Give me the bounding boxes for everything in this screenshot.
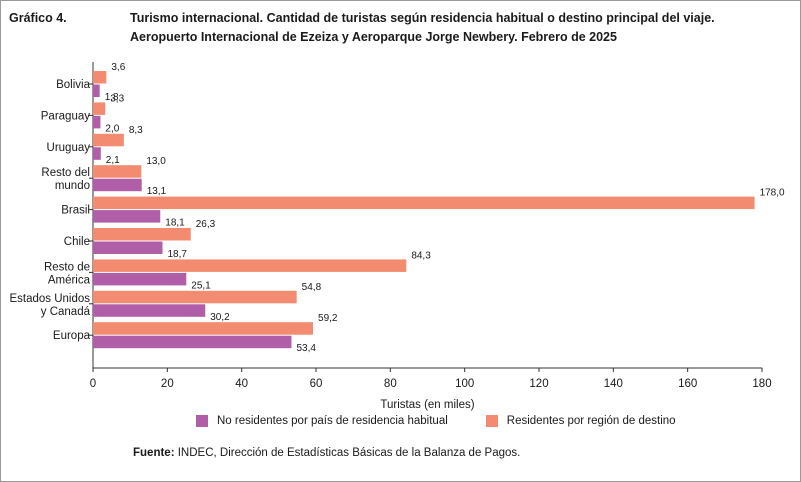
category-label-paraguay: Paraguay (41, 110, 90, 122)
category-label-line: Resto de (44, 261, 90, 273)
bar-no-residentes-resto-del-mundo (93, 178, 142, 192)
data-label-no-residentes-brasil: 18,1 (165, 218, 185, 229)
legend-label-no-residentes: No residentes por país de residencia hab… (217, 415, 448, 427)
x-tick-label: 0 (90, 378, 96, 390)
data-label-no-residentes-chile: 18,7 (168, 249, 188, 260)
data-label-residentes-estados-unidos-y-canadá: 54,8 (302, 282, 322, 293)
source-label: Fuente: (133, 447, 175, 459)
bar-no-residentes-resto-de-américa (93, 272, 187, 286)
source-note: Fuente: INDEC, Dirección de Estadísticas… (133, 447, 520, 459)
x-axis-title: Turistas (en miles) (380, 399, 474, 411)
data-label-residentes-uruguay: 8,3 (129, 125, 143, 136)
data-label-residentes-europa: 59,2 (318, 313, 338, 324)
category-label-uruguay: Uruguay (47, 142, 91, 154)
data-label-residentes-chile: 26,3 (196, 219, 216, 230)
legend-item-no-residentes: No residentes por país de residencia hab… (196, 415, 448, 427)
bar-no-residentes-chile (93, 241, 163, 254)
data-label-residentes-paraguay: 3,3 (110, 93, 124, 104)
bar-no-residentes-paraguay (93, 115, 101, 129)
data-label-no-residentes-resto-de-américa: 25,1 (191, 280, 211, 291)
chart-title-line-1: Turismo internacional. Cantidad de turis… (130, 11, 715, 25)
bar-no-residentes-uruguay (93, 147, 101, 160)
category-label-line: y Canadá (41, 306, 91, 318)
bar-residentes-chile (93, 228, 191, 241)
bar-no-residentes-estados-unidos-y-canadá (93, 304, 206, 317)
category-label-resto-del-mundo: Resto del mundo (41, 167, 90, 192)
category-label-line: América (48, 274, 91, 286)
bar-residentes-resto-de-américa (93, 259, 407, 272)
legend-swatch-residentes (485, 415, 498, 427)
bar-residentes-estados-unidos-y-canadá (93, 290, 297, 304)
bar-residentes-bolivia (93, 71, 107, 84)
bar-no-residentes-bolivia (93, 84, 100, 97)
legend-swatch-no-residentes (196, 415, 208, 427)
x-tick-label: 180 (752, 378, 771, 390)
data-label-no-residentes-paraguay: 2,0 (105, 123, 119, 134)
category-label-line: mundo (55, 180, 90, 192)
legend-item-residentes: Residentes por región de destino (485, 415, 676, 427)
data-label-no-residentes-bolivia: 1,8 (105, 92, 119, 103)
bar-residentes-uruguay (93, 133, 124, 147)
category-label-europa: Europa (53, 330, 91, 342)
bar-residentes-brasil (93, 196, 755, 210)
x-tick-label: 160 (678, 378, 697, 390)
bar-no-residentes-europa (93, 335, 292, 349)
category-label-line: Estados Unidos (9, 293, 90, 305)
data-label-residentes-bolivia: 3,6 (111, 62, 125, 73)
bar-residentes-resto-del-mundo (93, 165, 142, 178)
data-label-no-residentes-resto-del-mundo: 13,1 (147, 186, 167, 197)
figure-label: Gráfico 4. (9, 11, 67, 25)
data-label-residentes-brasil: 178,0 (760, 188, 785, 199)
x-tick-label: 80 (384, 378, 397, 390)
chart-legend: No residentes por país de residencia hab… (196, 415, 714, 427)
legend-label-residentes: Residentes por región de destino (506, 415, 676, 427)
data-label-no-residentes-uruguay: 2,1 (106, 155, 120, 166)
category-label-brasil: Brasil (61, 205, 90, 217)
data-label-residentes-resto-de-américa: 84,3 (411, 250, 431, 261)
data-label-residentes-resto-del-mundo: 13,0 (146, 156, 166, 167)
chart-title-line-2: Aeropuerto Internacional de Ezeiza y Aer… (130, 30, 617, 44)
data-label-no-residentes-estados-unidos-y-canadá: 30,2 (210, 312, 230, 323)
bar-no-residentes-brasil (93, 210, 161, 223)
x-tick-label: 40 (235, 378, 248, 390)
data-label-no-residentes-europa: 53,4 (296, 343, 316, 354)
bar-residentes-europa (93, 322, 314, 335)
category-label-estados-unidos-y-canadá: Estados Unidos y Canadá (9, 293, 90, 318)
x-tick-label: 20 (161, 378, 174, 390)
bar-residentes-paraguay (93, 102, 106, 115)
x-tick-label: 140 (604, 378, 623, 390)
x-tick-label: 120 (529, 378, 548, 390)
category-label-bolivia: Bolivia (56, 79, 90, 91)
x-tick-label: 100 (455, 378, 474, 390)
x-tick-label: 60 (310, 378, 323, 390)
category-label-resto-de-américa: Resto de América (44, 261, 91, 286)
category-label-line: Resto del (41, 167, 90, 179)
category-label-chile: Chile (64, 236, 90, 248)
source-text: INDEC, Dirección de Estadísticas Básicas… (174, 447, 521, 459)
